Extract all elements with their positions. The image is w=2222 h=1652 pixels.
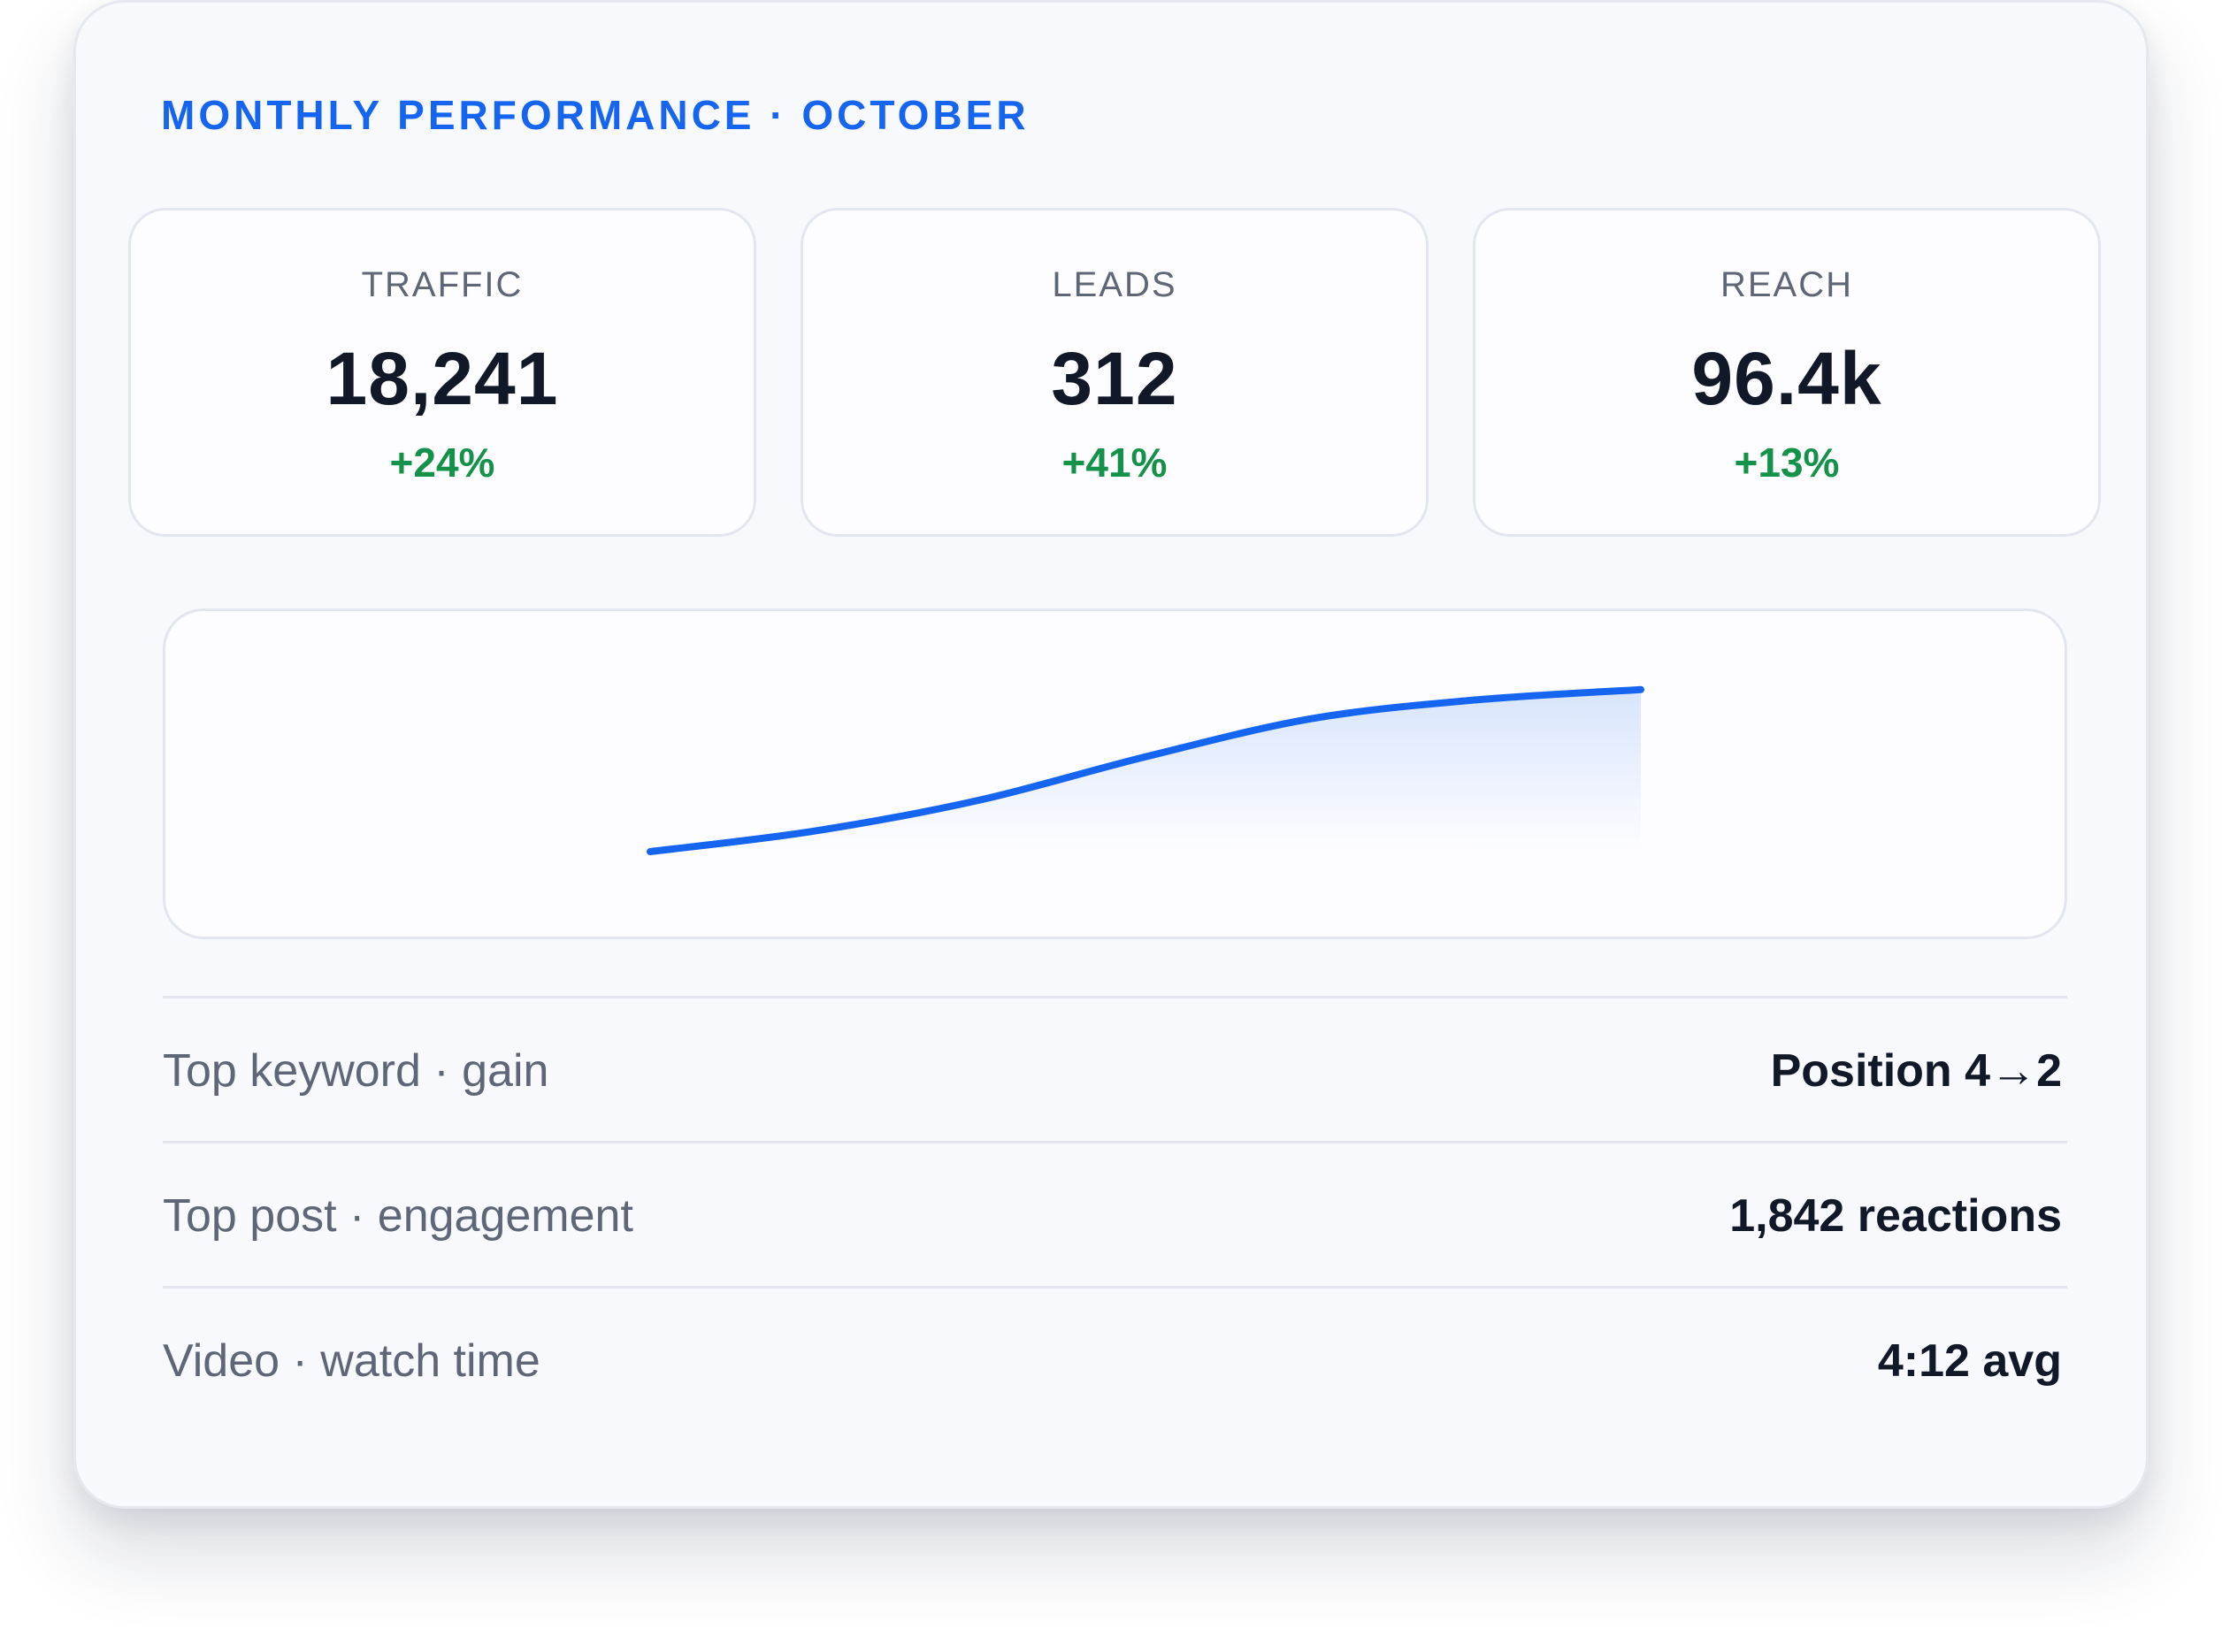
stat-value: 312	[1051, 337, 1178, 420]
stat-value: 18,241	[326, 337, 559, 420]
card-title: MONTHLY PERFORMANCE · OCTOBER	[161, 92, 1030, 138]
stat-change: +41%	[1061, 440, 1168, 486]
stat-card-traffic: TRAFFIC 18,241 +24%	[128, 208, 756, 537]
detail-value-video: 4:12 avg	[1877, 1335, 2062, 1387]
trend-area	[650, 689, 1641, 852]
stat-change: +24%	[389, 440, 495, 486]
stat-label: LEADS	[1052, 265, 1177, 304]
stat-card-leads: LEADS 312 +41%	[801, 208, 1429, 537]
divider	[163, 1141, 2067, 1143]
detail-value-post: 1,842 reactions	[1729, 1190, 2062, 1242]
detail-label-post: Top post · engagement	[163, 1190, 633, 1242]
stat-change: +13%	[1734, 440, 1840, 486]
stat-card-reach: REACH 96.4k +13%	[1473, 208, 2101, 537]
trend-chart-svg	[647, 685, 1644, 855]
divider	[163, 1286, 2067, 1289]
detail-label-video: Video · watch time	[163, 1335, 540, 1387]
stat-label: REACH	[1720, 265, 1854, 304]
detail-value-keyword: Position 4→2	[1770, 1045, 2062, 1097]
stat-value: 96.4k	[1691, 337, 1882, 420]
detail-label-keyword: Top keyword · gain	[163, 1045, 549, 1097]
divider	[163, 996, 2067, 998]
trend-chart	[163, 608, 2067, 939]
performance-card: MONTHLY PERFORMANCE · OCTOBER TRAFFIC 18…	[73, 0, 2149, 1509]
stat-label: TRAFFIC	[361, 265, 524, 304]
trend-line	[647, 685, 1644, 855]
